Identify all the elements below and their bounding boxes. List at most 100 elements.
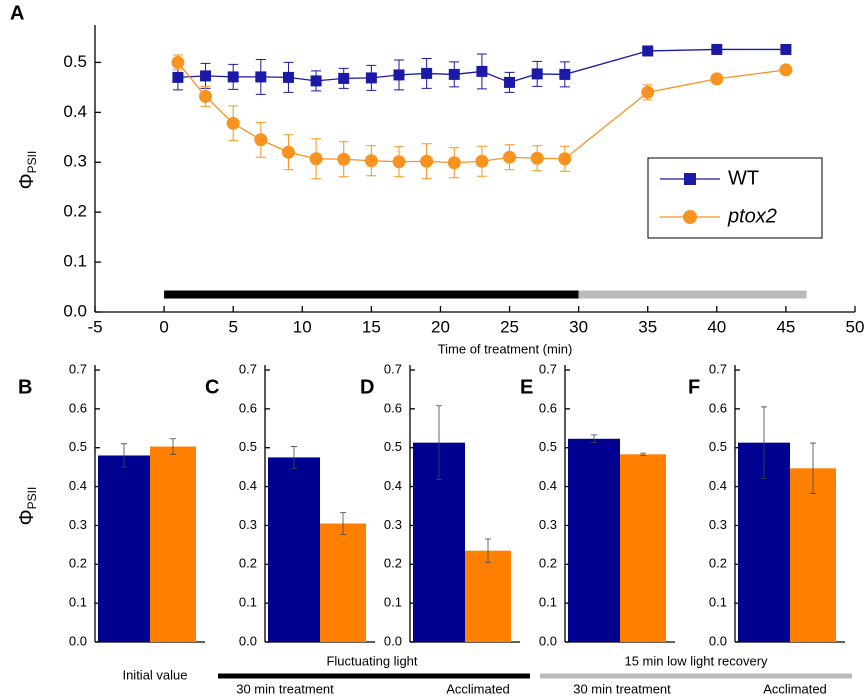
y-tick-label: 0.5 bbox=[69, 439, 87, 454]
bar bbox=[568, 438, 620, 642]
marker bbox=[200, 70, 212, 82]
x-tick-label: 50 bbox=[846, 317, 865, 336]
marker bbox=[199, 89, 213, 103]
marker bbox=[171, 55, 185, 69]
y-axis-symbol: Φ bbox=[16, 173, 38, 189]
y-tick-label: 0.5 bbox=[384, 439, 402, 454]
y-tick-label: 0.5 bbox=[239, 439, 257, 454]
legend-label: WT bbox=[728, 167, 759, 189]
marker bbox=[309, 152, 323, 166]
x-axis-label: 30 min treatment bbox=[236, 681, 334, 696]
y-axis-label: ΦPSII bbox=[16, 151, 39, 190]
bar bbox=[150, 446, 196, 642]
marker bbox=[337, 152, 351, 166]
y-tick-label: 0.6 bbox=[539, 400, 557, 415]
y-tick-label: 0.0 bbox=[69, 633, 87, 648]
y-tick-label: 0.6 bbox=[239, 400, 257, 415]
marker bbox=[227, 71, 239, 83]
y-tick-label: 0.1 bbox=[63, 252, 87, 271]
y-tick-label: 0.1 bbox=[384, 595, 402, 610]
error-bar bbox=[640, 452, 646, 456]
marker bbox=[420, 154, 434, 168]
y-tick-label: 0.2 bbox=[63, 202, 87, 221]
x-tick-label: -5 bbox=[87, 317, 102, 336]
marker bbox=[338, 72, 350, 84]
y-tick-label: 0.7 bbox=[69, 361, 87, 376]
marker bbox=[711, 43, 723, 55]
y-tick-label: 0.2 bbox=[69, 556, 87, 571]
y-axis-subscript: PSII bbox=[25, 487, 39, 510]
marker bbox=[779, 63, 793, 77]
y-tick-label: 0.3 bbox=[709, 517, 727, 532]
y-tick-label: 0.0 bbox=[239, 633, 257, 648]
x-tick-label: 35 bbox=[638, 317, 657, 336]
panel-letter: F bbox=[688, 376, 700, 398]
marker bbox=[226, 116, 240, 130]
marker bbox=[447, 156, 461, 170]
legend-label: ptox2 bbox=[727, 205, 777, 227]
y-tick-label: 0.5 bbox=[709, 439, 727, 454]
x-axis-label: 30 min treatment bbox=[573, 681, 671, 696]
y-tick-label: 0.1 bbox=[239, 595, 257, 610]
marker bbox=[475, 154, 489, 168]
error-bar bbox=[810, 442, 816, 494]
y-tick-label: 0.7 bbox=[239, 361, 257, 376]
marker bbox=[172, 71, 184, 83]
y-tick-label: 0.4 bbox=[384, 478, 402, 493]
marker bbox=[531, 68, 543, 80]
legend-marker bbox=[683, 210, 697, 224]
marker bbox=[421, 67, 433, 79]
marker bbox=[710, 72, 724, 86]
y-tick-label: 0.7 bbox=[539, 361, 557, 376]
marker bbox=[365, 72, 377, 84]
bar bbox=[790, 468, 836, 642]
y-tick-label: 0.2 bbox=[539, 556, 557, 571]
y-tick-label: 0.3 bbox=[63, 152, 87, 171]
error-bar bbox=[485, 538, 491, 563]
x-tick-label: 0 bbox=[159, 317, 168, 336]
y-tick-label: 0.0 bbox=[539, 633, 557, 648]
marker bbox=[254, 133, 268, 147]
x-axis-label: Initial value bbox=[122, 667, 187, 682]
error-bar bbox=[340, 512, 346, 535]
marker bbox=[559, 68, 571, 80]
x-tick-label: 15 bbox=[362, 317, 381, 336]
x-axis-label: Time of treatment (min) bbox=[438, 341, 573, 356]
bar bbox=[268, 457, 320, 642]
x-tick-label: 45 bbox=[776, 317, 795, 336]
marker bbox=[558, 152, 572, 166]
y-tick-label: 0.6 bbox=[709, 400, 727, 415]
y-tick-label: 0.4 bbox=[69, 478, 87, 493]
y-tick-label: 0.7 bbox=[384, 361, 402, 376]
marker bbox=[504, 76, 516, 88]
y-tick-label: 0.2 bbox=[239, 556, 257, 571]
x-axis-label: Acclimated bbox=[763, 681, 827, 696]
y-tick-label: 0.4 bbox=[239, 478, 257, 493]
y-tick-label: 0.4 bbox=[63, 102, 87, 121]
marker bbox=[780, 43, 792, 55]
marker bbox=[476, 65, 488, 77]
bar bbox=[320, 523, 366, 642]
y-tick-label: 0.0 bbox=[384, 633, 402, 648]
error-bar bbox=[121, 443, 127, 468]
x-tick-label: 30 bbox=[569, 317, 588, 336]
period-bar bbox=[164, 290, 579, 299]
error-bar bbox=[170, 438, 176, 455]
error-bar bbox=[436, 405, 442, 480]
legend-box bbox=[647, 157, 823, 239]
y-tick-label: 0.2 bbox=[709, 556, 727, 571]
marker bbox=[392, 155, 406, 169]
y-tick-label: 0.1 bbox=[539, 595, 557, 610]
y-tick-label: 0.0 bbox=[709, 633, 727, 648]
x-tick-label: 5 bbox=[228, 317, 237, 336]
y-tick-label: 0.7 bbox=[709, 361, 727, 376]
y-tick-label: 0.5 bbox=[63, 52, 87, 71]
panel-letter: B bbox=[18, 376, 32, 398]
y-tick-label: 0.2 bbox=[384, 556, 402, 571]
bar bbox=[98, 455, 150, 642]
marker bbox=[310, 75, 322, 87]
marker bbox=[530, 151, 544, 165]
error-bar bbox=[591, 434, 597, 444]
group-label: 15 min low light recovery bbox=[624, 653, 768, 668]
y-axis-symbol: Φ bbox=[16, 509, 38, 525]
